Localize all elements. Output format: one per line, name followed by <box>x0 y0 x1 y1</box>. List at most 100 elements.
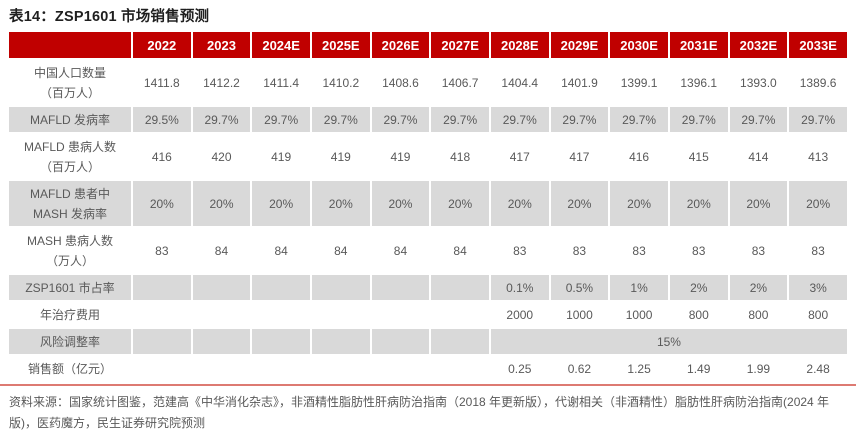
row-label: MAFLD 发病率 <box>9 107 131 132</box>
data-cell: 416 <box>151 149 172 164</box>
data-cell: 29.7% <box>669 107 728 132</box>
data-cell: 1399.1 <box>620 75 658 90</box>
data-cell: 413 <box>808 149 829 164</box>
data-cell <box>312 302 370 327</box>
data-cell: 1408.6 <box>382 75 419 90</box>
table-row: 中国人口数量 （百万人） 1411.8 1412.2 1411.4 1410.2 1408.… <box>9 60 847 105</box>
data-cell: 20% <box>729 181 788 226</box>
data-cell: 0.62 <box>567 361 592 376</box>
row-label: 销售额（亿元） <box>9 356 131 381</box>
source-note: 资料来源：国家统计图鉴，范建高《中华消化杂志》，非酒精性脂肪性肝病防治指南（20… <box>0 386 856 434</box>
row-label-line: 年治疗费用 <box>39 307 100 322</box>
data-cell: 800 <box>808 307 829 322</box>
data-cell: 83 <box>692 243 706 258</box>
data-cell <box>252 302 310 327</box>
data-cell: 0.25 <box>508 361 532 376</box>
data-cell <box>311 329 370 354</box>
data-cell: 29.7% <box>311 107 370 132</box>
data-cell <box>372 356 430 381</box>
data-cell <box>372 302 430 327</box>
row-label: MAFLD 患病人数 （百万人） <box>9 134 131 179</box>
row-label-line: MAFLD 发病率 <box>29 112 110 127</box>
data-cell: 29.7% <box>789 107 847 132</box>
data-cell <box>192 329 251 354</box>
data-cell <box>371 275 430 300</box>
data-cell <box>252 329 310 354</box>
merged-data-cell: 15% <box>490 329 847 354</box>
data-cell: 2.48 <box>806 361 830 376</box>
table-row: ZSP1601 市占率 0.1% 0.5% 1% 2% 2% 3% <box>9 275 847 300</box>
data-cell: 83 <box>751 243 766 258</box>
data-cell: 1406.7 <box>441 75 479 90</box>
year-header: 2024E <box>252 32 310 58</box>
year-header: 2033E <box>789 32 847 58</box>
bottom-rule <box>0 384 856 386</box>
year-header: 2027E <box>431 32 489 58</box>
data-cell: 1.49 <box>687 361 711 376</box>
data-cell: 3% <box>789 275 847 300</box>
data-cell: 2000 <box>506 307 534 322</box>
data-cell: 1393.0 <box>740 75 777 90</box>
data-cell <box>431 275 489 300</box>
data-cell: 20% <box>669 181 728 226</box>
data-cell <box>133 302 191 327</box>
data-cell: 20% <box>133 181 191 226</box>
data-cell: 415 <box>688 149 709 164</box>
data-cell: 1410.2 <box>322 75 360 90</box>
row-label-line: （万人） <box>45 253 94 268</box>
data-cell: 20% <box>490 181 549 226</box>
year-header: 2026E <box>371 32 430 58</box>
table-body: 中国人口数量 （百万人） 1411.8 1412.2 1411.4 1410.2 1408.… <box>9 60 847 381</box>
data-cell <box>192 275 251 300</box>
data-cell: 84 <box>214 243 229 258</box>
data-cell: 1000 <box>625 307 653 322</box>
data-cell: 417 <box>509 149 530 164</box>
row-label-line: 销售额（亿元） <box>27 361 112 376</box>
data-cell: 29.7% <box>610 107 668 132</box>
data-cell: 20% <box>371 181 430 226</box>
row-label: MASH 患病人数 （万人） <box>9 228 131 273</box>
data-cell: 1411.4 <box>263 75 300 90</box>
data-cell: 1404.4 <box>501 75 539 90</box>
row-label: ZSP1601 市占率 <box>9 275 131 300</box>
data-cell: 20% <box>610 181 668 226</box>
data-cell <box>371 329 430 354</box>
data-cell <box>193 356 251 381</box>
row-label-line: （百万人） <box>39 159 100 174</box>
row-label-line: 风险调整率 <box>39 334 100 349</box>
data-cell <box>133 329 191 354</box>
data-cell: 83 <box>632 243 646 258</box>
data-cell: 1.25 <box>627 361 651 376</box>
data-cell: 84 <box>274 243 288 258</box>
data-cell: 29.7% <box>192 107 251 132</box>
table-row: 年治疗费用 2000 1000 1000 800 800 800 <box>9 302 847 327</box>
data-cell: 1412.2 <box>203 75 240 90</box>
data-cell: 20% <box>192 181 251 226</box>
data-cell: 29.5% <box>133 107 191 132</box>
year-header: 2023 <box>192 32 251 58</box>
data-cell: 0.5% <box>550 275 609 300</box>
data-cell: 1396.1 <box>680 75 718 90</box>
table-row: MAFLD 患病人数 （百万人） 416 420 419 419 419 418 417 417 4… <box>9 134 847 179</box>
year-header: 2032E <box>729 32 788 58</box>
data-cell <box>133 356 191 381</box>
data-cell: 416 <box>629 149 650 164</box>
data-cell: 20% <box>431 181 489 226</box>
data-cell: 419 <box>271 149 292 164</box>
row-label-line: ZSP1601 市占率 <box>25 280 115 295</box>
table-container: 2022 2023 2024E 2025E 2026E 2027E 2028E 2029E 20… <box>0 30 856 383</box>
data-cell: 419 <box>390 149 411 164</box>
data-cell: 83 <box>513 243 527 258</box>
data-cell: 1.99 <box>746 361 771 376</box>
data-cell: 20% <box>789 181 847 226</box>
data-cell: 84 <box>334 243 348 258</box>
table-row: MAFLD 患者中 MASH 发病率 20% 20% 20% 20% 20% 20% 20% 20… <box>9 181 847 226</box>
table-row: 销售额（亿元） 0.25 0.62 1.25 1.49 1.99 2.48 <box>9 356 847 381</box>
year-header: 2028E <box>490 32 549 58</box>
data-cell: 418 <box>450 149 471 164</box>
source-line-1: 资料来源：国家统计图鉴，范建高《中华消化杂志》，非酒精性脂肪性肝病防治指南（20… <box>9 395 830 409</box>
data-cell: 84 <box>453 243 467 258</box>
data-cell: 1% <box>610 275 668 300</box>
data-cell <box>312 356 370 381</box>
